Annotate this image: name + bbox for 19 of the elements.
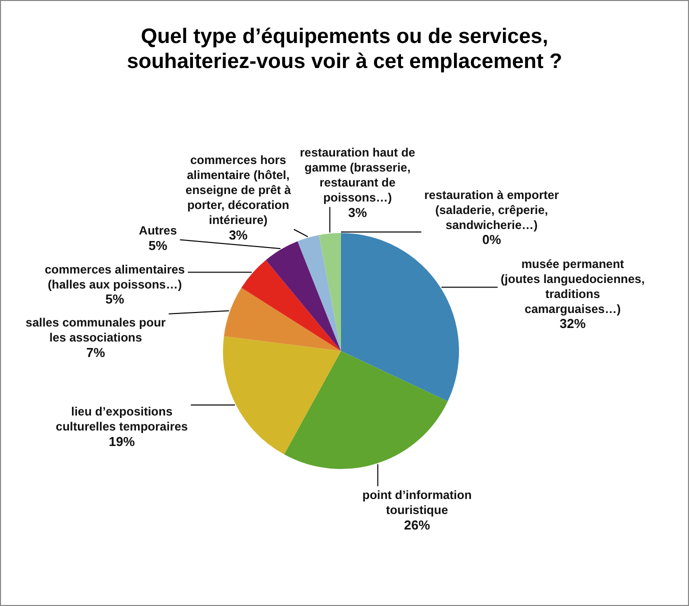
data-label: 32% xyxy=(560,316,586,332)
slice-label: Autres xyxy=(138,224,178,238)
slice-label: musée permanent (joutes languedociennes, traditions camarguaises…) xyxy=(500,256,645,316)
slice-label: salles communales pour les associations xyxy=(26,316,166,345)
data-label: 5% xyxy=(148,238,168,253)
text: 0% xyxy=(482,232,502,248)
slice-label: lieu d’expositions culturelles temporaires xyxy=(56,404,188,434)
slice-label: commerces hors alimentaire (hôtel, enseigne de prêt à porter, décoration intérieure) xyxy=(186,153,292,228)
slice-label: commerces alimentaires (halles aux poissons…) xyxy=(44,262,186,292)
slice-label: restauration haut de gamme (brasserie, restaurant de poissons…) xyxy=(300,146,416,205)
data-label: 26% xyxy=(404,517,430,532)
data-label: 3% xyxy=(348,204,368,220)
data-label: 19% xyxy=(108,434,136,449)
chart-title: Quel type d’équipements ou de services, souhaiteriez-vous voir à cet emplacement ? xyxy=(126,25,562,73)
data-label: 5% xyxy=(105,292,125,307)
data-label: 7% xyxy=(86,344,106,360)
data-label: 3% xyxy=(228,227,248,242)
category-label: restauration à emporter (saladerie, crêperie, sandwicherie…) xyxy=(424,188,559,232)
slice-label: point d’information touristique xyxy=(362,488,472,518)
